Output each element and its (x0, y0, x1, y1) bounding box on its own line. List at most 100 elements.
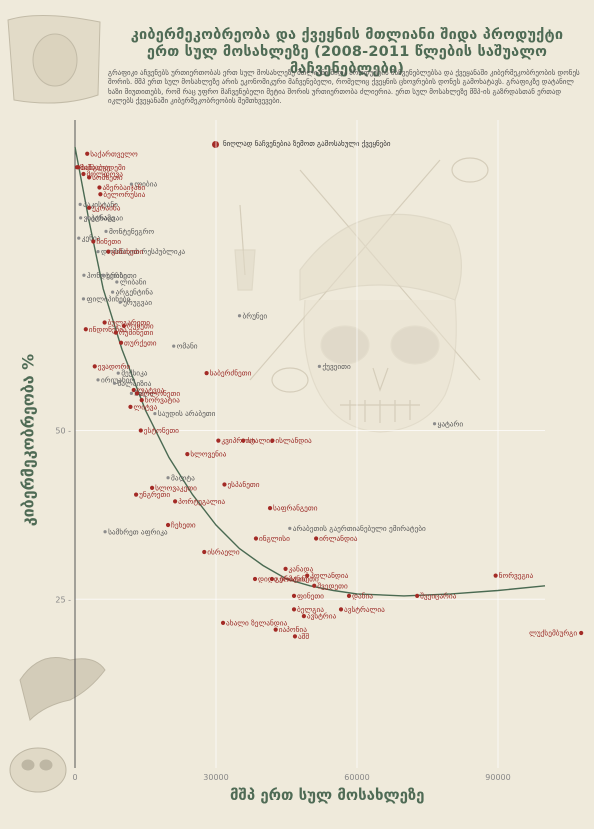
point-label: მალაიზია (117, 379, 151, 388)
point-label: ჩილი (134, 389, 153, 398)
point-marker (269, 576, 275, 582)
point-label: პორტუგალია (178, 497, 225, 506)
data-point: კვიპროსი (216, 436, 256, 445)
data-point: ინდონეზია (83, 325, 127, 334)
point-marker (87, 175, 92, 180)
data-point: არგენტინა (111, 288, 153, 297)
data-point: ბელორუსია (98, 190, 146, 199)
point-marker (76, 165, 81, 170)
data-point: შვეიცარია (415, 591, 457, 600)
point-label: საფრანგეთი (273, 504, 318, 513)
data-point: აზერბაიჯანი (97, 183, 145, 192)
point-marker (283, 566, 288, 571)
data-point: სლოვაკეთი (149, 483, 197, 492)
y-tick-label: 50 - (55, 427, 71, 436)
point-marker (82, 273, 86, 277)
point-marker (415, 593, 420, 598)
point-label: ირლანდია (319, 534, 358, 543)
chart-title: კიბერმეკობრეობა და ქვეყნის მთლიანი შიდა … (130, 27, 564, 77)
point-label: არაბეთის გაერთიანებული ემირატები (293, 524, 426, 533)
trend-line (74, 146, 546, 597)
point-label: სლოვენია (190, 450, 226, 459)
point-marker (77, 236, 81, 240)
point-label: ყატარი (438, 419, 464, 428)
data-point: ქუვეითი (317, 362, 351, 371)
point-marker (270, 438, 275, 443)
point-marker (134, 391, 140, 396)
data-point: ლიბანი (115, 278, 147, 287)
point-marker (134, 492, 139, 497)
point-marker (98, 192, 103, 197)
point-marker (314, 536, 319, 541)
point-label: დიდი ბრიტანეთი (258, 575, 319, 584)
point-label: საქართველო (90, 149, 138, 158)
tick-labels: 0 30000 60000 90000 25 - 50 - (55, 427, 510, 783)
point-marker (79, 216, 83, 220)
data-point: უნგრეთი (134, 490, 170, 499)
point-label: ავსტრია (307, 612, 337, 621)
point-marker (493, 573, 498, 578)
point-marker (301, 614, 306, 619)
point-label: ნორვეგია (499, 571, 534, 580)
data-point: ისრაელი (202, 548, 240, 557)
data-point: ფინეთი (291, 591, 324, 600)
point-marker (121, 323, 126, 328)
point-label: ლიბია (134, 180, 157, 189)
grid (75, 120, 545, 768)
point-marker (252, 576, 258, 582)
data-point: ომანი (172, 342, 198, 351)
point-label: ლუქსემბურგი (529, 629, 577, 638)
data-point: რუმინეთი (113, 328, 153, 337)
point-label: გერმანია (275, 575, 308, 584)
point-marker (96, 250, 100, 254)
point-label: ვიეტნამი (84, 213, 115, 222)
data-point: ჩინეთი (91, 237, 121, 246)
data-point: ესტონეთი (138, 426, 179, 435)
point-label: მონტენეგრო (109, 227, 154, 236)
point-marker (220, 620, 226, 625)
data-point: სლოვენია (185, 450, 227, 459)
point-marker (172, 344, 176, 348)
point-marker (222, 482, 227, 487)
point-marker (312, 583, 317, 588)
point-label: აშშ (298, 632, 309, 641)
data-point: რუსეთი (121, 321, 154, 330)
point-marker (85, 151, 90, 156)
point-marker (118, 300, 122, 304)
data-point: დომინიკის რესპუბლიკა (96, 247, 185, 256)
point-marker (131, 387, 136, 393)
point-label: საბერძნეთი (210, 369, 252, 378)
data-point: ჩეხეთი (165, 521, 196, 530)
point-label: ჰოლანდია (310, 571, 348, 580)
data-point: ბულგარეთი (102, 318, 150, 327)
point-label: სლოვაკეთი (155, 483, 197, 492)
data-point: მალტა (166, 473, 195, 482)
point-marker (129, 182, 133, 186)
point-label: ესტონეთი (144, 426, 179, 435)
point-marker (579, 630, 584, 636)
point-label: ხორვატია (145, 396, 180, 405)
data-point: ლიბია (129, 180, 157, 189)
data-point: ინგლისი (253, 534, 290, 543)
x-tick-label: 60000 (344, 773, 369, 782)
data-point: ყატარი (432, 419, 464, 428)
point-label: თურქეთი (124, 338, 157, 347)
data-point: ჰონდურასი (82, 271, 127, 280)
data-point: დიდი ბრიტანეთი (252, 575, 319, 584)
point-marker (288, 526, 292, 530)
point-marker (81, 171, 86, 177)
point-marker (129, 391, 133, 395)
point-marker (78, 202, 82, 206)
point-label: ბელგია (297, 605, 324, 614)
data-point: ბანგლადეში (76, 163, 126, 172)
point-label: ჩინეთი (96, 237, 121, 246)
y-axis-label: კიბერმეკობრეობა % (18, 353, 38, 527)
data-point: აშშ (292, 632, 309, 641)
data-point: საუდის არაბეთი (153, 409, 216, 418)
point-marker (202, 549, 207, 555)
point-marker (346, 593, 352, 598)
point-label: შვედეთი (317, 581, 348, 590)
data-point: ლიტვა (128, 402, 158, 411)
data-point: ლატვია (131, 386, 165, 395)
